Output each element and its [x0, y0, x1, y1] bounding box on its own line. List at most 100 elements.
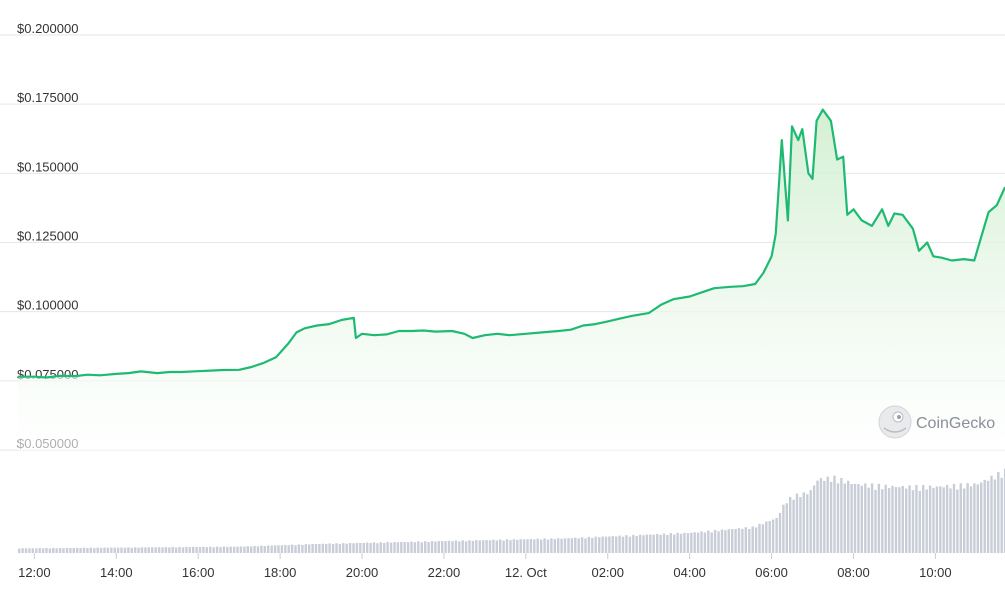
volume-bar [89, 547, 92, 553]
volume-bar [874, 489, 877, 553]
volume-bar [280, 545, 284, 553]
volume-bar [188, 547, 191, 553]
y-tick-label: $0.150000 [17, 159, 78, 174]
volume-bar [652, 534, 655, 553]
volume-bar [383, 543, 386, 553]
volume-bar [666, 535, 669, 553]
volume-bar [154, 547, 157, 553]
volume-bar [379, 542, 382, 553]
volume-bar [782, 504, 785, 553]
volume-bar [870, 483, 874, 553]
volume-bar [41, 548, 45, 553]
volume-bar [734, 529, 737, 553]
volume-bar [93, 548, 96, 553]
volume-bar [560, 538, 563, 553]
volume-bar [65, 548, 69, 553]
x-tick-label: 08:00 [837, 565, 870, 580]
volume-bar [717, 531, 720, 553]
volume-bar [168, 547, 171, 553]
volume-bar [246, 546, 249, 553]
x-tick-label: 02:00 [591, 565, 624, 580]
volume-bar [134, 547, 137, 553]
volume-bar [294, 545, 297, 553]
volume-bar [676, 532, 679, 553]
volume-bar [649, 534, 652, 553]
coingecko-watermark: CoinGecko [878, 405, 995, 439]
x-tick-label: 22:00 [428, 565, 461, 580]
volume-bar [942, 487, 945, 553]
x-tick-label: 18:00 [264, 565, 297, 580]
volume-bar [1000, 477, 1003, 553]
volume-bar [519, 539, 522, 553]
volume-bar [164, 547, 168, 553]
volume-bar [366, 542, 369, 553]
volume-bar [424, 541, 427, 553]
volume-bar [789, 496, 792, 553]
volume-bar [509, 540, 512, 553]
volume-bar [161, 547, 164, 553]
volume-bar [816, 480, 819, 553]
volume-bar [478, 540, 481, 553]
volume-bar [775, 517, 778, 553]
volume-bar [273, 545, 277, 553]
volume-bar [226, 546, 229, 553]
volume-bar [540, 539, 543, 553]
volume-bar [598, 537, 601, 553]
volume-bar [485, 540, 488, 553]
volume-bar [62, 548, 65, 553]
volume-bar [580, 537, 584, 553]
volume-bar [103, 547, 106, 553]
volume-bar [110, 547, 113, 553]
volume-bar [935, 486, 939, 553]
volume-bar [584, 538, 587, 553]
volume-bar [860, 485, 863, 553]
volume-bar [990, 475, 993, 553]
volume-bar [454, 540, 458, 553]
volume-bar [437, 541, 440, 553]
volume-bar [321, 543, 324, 553]
volume-bar [287, 545, 290, 553]
volume-bar [420, 542, 423, 553]
volume-bar [997, 471, 1000, 553]
volume-bar [151, 547, 154, 553]
volume-bar [331, 544, 335, 553]
volume-bar [645, 534, 649, 553]
volume-bar [325, 543, 328, 553]
volume-bar [147, 547, 150, 553]
volume-bar [38, 548, 41, 553]
volume-bar [543, 538, 546, 553]
volume-bar [727, 529, 730, 553]
volume-bar [536, 538, 539, 553]
volume-bar [55, 548, 58, 553]
volume-bar [731, 529, 734, 553]
volume-bar [826, 476, 829, 553]
volume-bar [434, 541, 437, 553]
gecko-logo-icon [878, 405, 912, 439]
volume-bar [713, 530, 717, 553]
volume-bar [256, 546, 260, 553]
volume-bar [795, 493, 799, 553]
volume-bar [659, 534, 662, 553]
x-axis-labels: 12:00 14:00 16:00 18:00 20:00 22:00 12. Oct 02:… [18, 553, 952, 580]
volume-bar [335, 543, 338, 553]
x-tick-label: 16:00 [182, 565, 215, 580]
volume-bar [952, 483, 956, 553]
volume-bar [471, 540, 475, 553]
volume-bar [751, 526, 754, 553]
volume-bar [461, 540, 464, 553]
volume-bar [318, 543, 321, 553]
volume-bar [232, 546, 236, 553]
volume-bar [137, 547, 140, 553]
volume-bar [976, 484, 979, 553]
volume-bar [311, 544, 314, 553]
volume-bar [557, 538, 560, 553]
volume-bar [76, 547, 79, 553]
volume-bar [949, 488, 952, 553]
volume-bar [621, 536, 625, 553]
volume-bar [212, 547, 215, 553]
volume-bar [550, 538, 553, 553]
volume-bar [966, 483, 969, 553]
volume-bar [492, 539, 495, 553]
volume-bar [922, 485, 925, 553]
